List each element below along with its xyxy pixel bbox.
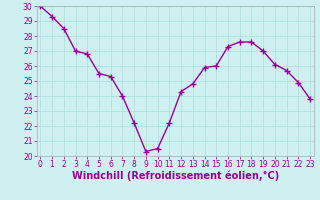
X-axis label: Windchill (Refroidissement éolien,°C): Windchill (Refroidissement éolien,°C) xyxy=(72,171,279,181)
